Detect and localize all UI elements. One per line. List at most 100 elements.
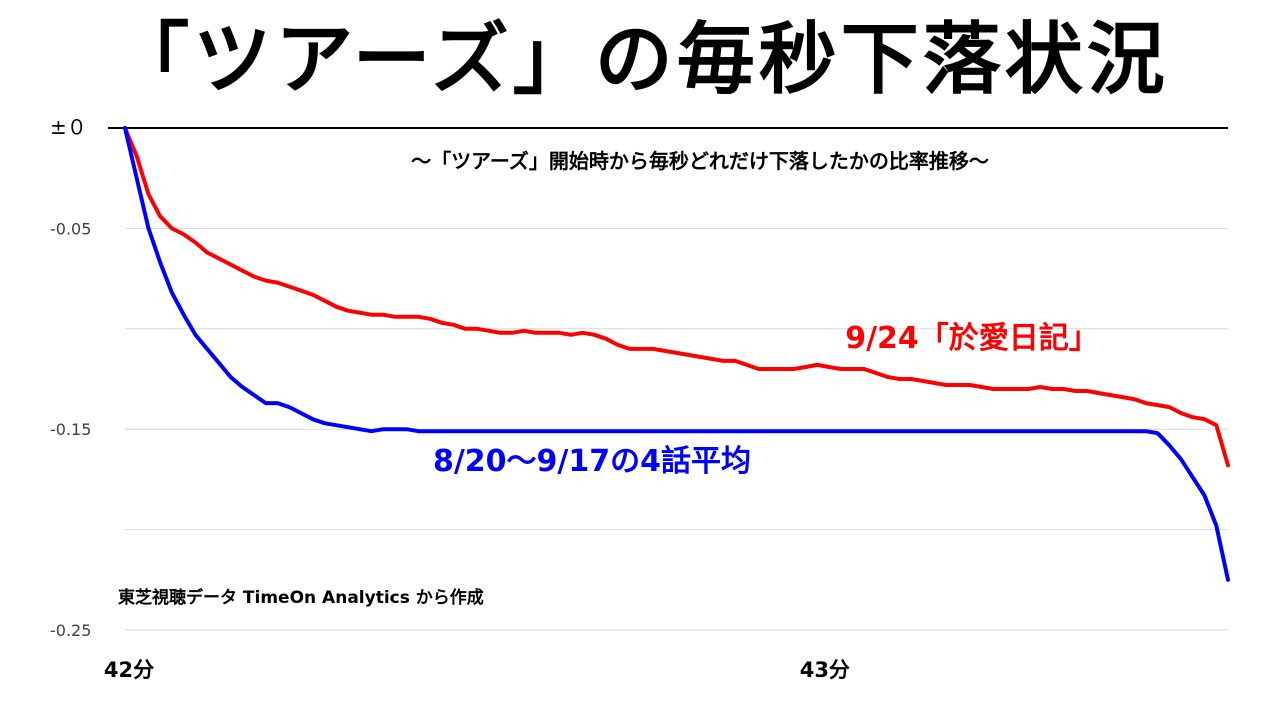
data-point [1038, 429, 1042, 433]
data-point [627, 347, 632, 351]
data-point [1050, 387, 1054, 391]
data-point [1167, 443, 1171, 447]
data-point [1120, 429, 1124, 433]
data-point [487, 329, 491, 333]
data-point [604, 429, 608, 433]
series-label: 8/20～9/17の4話平均 [433, 444, 751, 479]
data-point [170, 226, 174, 230]
data-point [1003, 387, 1007, 391]
data-point [569, 333, 573, 337]
data-point [545, 331, 550, 335]
data-point [815, 363, 819, 367]
data-point [768, 429, 772, 433]
data-point [1073, 389, 1078, 393]
data-point [1155, 403, 1160, 407]
data-point [721, 429, 726, 433]
data-point [1109, 393, 1113, 397]
data-point [639, 347, 643, 351]
data-point [158, 214, 162, 218]
series-line-0 [123, 126, 1230, 468]
data-point [334, 305, 338, 309]
x-tick-label: 43分 [800, 658, 850, 682]
data-point [1202, 417, 1207, 421]
y-tick-label: -0.25 [50, 621, 91, 640]
data-point [698, 429, 702, 433]
data-point [639, 429, 643, 433]
data-point [299, 411, 303, 415]
data-point [252, 393, 256, 397]
data-point [968, 383, 972, 387]
data-point [698, 355, 702, 359]
data-point [252, 274, 256, 279]
data-point [193, 333, 198, 337]
data-point [745, 363, 749, 367]
data-point [944, 383, 948, 387]
data-point [1073, 429, 1078, 433]
data-point [839, 367, 843, 371]
data-point [405, 427, 409, 431]
data-point [193, 240, 198, 245]
data-point [182, 313, 186, 317]
data-point [663, 349, 667, 353]
data-point [557, 429, 561, 433]
data-point [616, 429, 620, 433]
data-point [803, 365, 808, 369]
data-point [663, 429, 667, 433]
data-point [991, 387, 995, 391]
data-point [909, 377, 913, 381]
data-point [475, 429, 479, 433]
data-point [921, 429, 925, 433]
data-point [569, 429, 573, 433]
data-point [1202, 493, 1207, 498]
data-point [229, 262, 233, 267]
data-point [1155, 431, 1160, 435]
data-point [815, 429, 819, 433]
data-point [616, 343, 620, 347]
data-point [850, 429, 855, 433]
data-point [522, 429, 526, 433]
data-point [710, 357, 714, 361]
data-point [264, 279, 268, 283]
data-point [710, 429, 714, 433]
data-point [1179, 457, 1183, 461]
data-point [1085, 429, 1089, 433]
data-point [674, 429, 679, 433]
data-point [405, 315, 409, 319]
data-point [240, 268, 244, 273]
data-point [358, 427, 362, 431]
data-point [440, 429, 444, 433]
data-point [792, 429, 796, 433]
data-point [827, 429, 831, 433]
data-point [592, 429, 596, 433]
data-point [205, 347, 209, 351]
data-point [909, 429, 913, 433]
data-point [428, 317, 432, 321]
data-point [1214, 523, 1218, 528]
data-point [1062, 387, 1066, 391]
data-point [1026, 429, 1031, 433]
data-point [322, 299, 327, 303]
data-point [627, 429, 632, 433]
data-point [956, 429, 960, 433]
data-point [346, 309, 350, 313]
source-note: 東芝視聴データ TimeOn Analytics から作成 [118, 587, 484, 608]
data-point [510, 429, 514, 433]
data-point [358, 311, 362, 315]
series-label: 9/24「於愛日記」 [845, 321, 1099, 356]
data-point [944, 429, 948, 433]
data-point [287, 285, 291, 289]
data-point [956, 383, 960, 387]
data-point [393, 427, 397, 431]
data-point [1191, 415, 1195, 419]
data-point [275, 281, 280, 285]
data-point [1015, 387, 1019, 391]
data-point [299, 289, 303, 293]
data-point [581, 331, 585, 335]
data-point [1085, 389, 1089, 393]
data-point [1191, 475, 1195, 479]
data-point [733, 359, 737, 363]
data-point [311, 293, 315, 297]
data-point [968, 429, 972, 433]
data-point [862, 429, 866, 433]
data-point [674, 351, 679, 355]
